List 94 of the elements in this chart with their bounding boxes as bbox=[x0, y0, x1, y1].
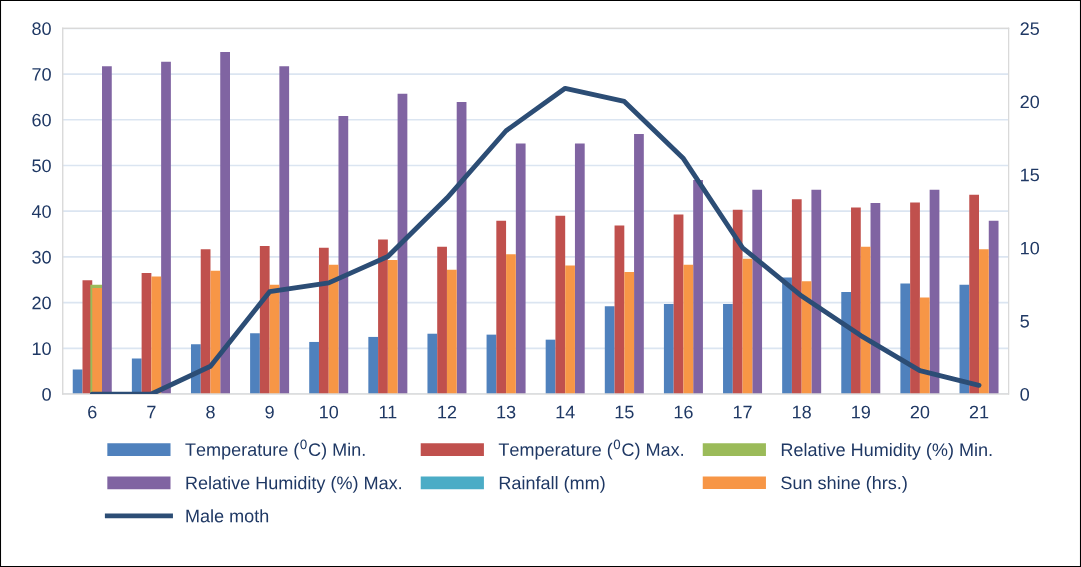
y-tick-label: 0 bbox=[42, 388, 51, 401]
bar bbox=[446, 269, 457, 395]
x-tick-label: 21 bbox=[969, 405, 989, 419]
bar bbox=[496, 220, 507, 395]
bar bbox=[387, 260, 398, 395]
bar bbox=[860, 246, 871, 395]
bar bbox=[397, 93, 408, 395]
bar bbox=[919, 297, 930, 395]
y-tick-label: 70 bbox=[32, 68, 51, 81]
x-tick-label: 9 bbox=[265, 405, 274, 419]
x-tick-label: 7 bbox=[147, 405, 156, 419]
y2-tick-label: 5 bbox=[1020, 315, 1029, 328]
bar bbox=[841, 292, 852, 395]
bar bbox=[427, 333, 438, 395]
bar bbox=[732, 209, 743, 395]
bar bbox=[318, 247, 329, 395]
bar bbox=[545, 339, 556, 395]
bar bbox=[979, 249, 989, 395]
bar bbox=[614, 225, 625, 395]
x-tick-label: 19 bbox=[852, 405, 870, 419]
bar bbox=[456, 101, 467, 395]
y-tick-label: 30 bbox=[32, 250, 51, 264]
y-tick-label: 10 bbox=[32, 342, 51, 356]
y-tick-label: 50 bbox=[32, 159, 51, 173]
x-tick-label: 15 bbox=[615, 405, 634, 419]
bar bbox=[791, 199, 802, 395]
x-tick-label: 6 bbox=[88, 405, 97, 419]
bar bbox=[161, 61, 171, 395]
bar bbox=[210, 270, 221, 395]
bar bbox=[309, 341, 319, 395]
bar bbox=[338, 116, 349, 395]
x-tick-label: 10 bbox=[320, 405, 339, 419]
legend-label: Temperature ($^{0}$C) Min. bbox=[185, 439, 365, 460]
bar bbox=[131, 358, 142, 395]
bar bbox=[574, 143, 585, 395]
bar bbox=[565, 265, 575, 395]
bar bbox=[259, 245, 270, 395]
bar bbox=[437, 246, 447, 395]
bar bbox=[141, 272, 152, 395]
bar bbox=[673, 214, 684, 395]
bar bbox=[515, 143, 526, 395]
bar bbox=[634, 133, 644, 395]
y2-tick-label: 20 bbox=[1020, 95, 1040, 109]
x-tick-label: 11 bbox=[379, 405, 397, 419]
bar bbox=[969, 194, 980, 395]
bar bbox=[92, 288, 103, 395]
bar bbox=[555, 215, 566, 395]
bar bbox=[752, 189, 763, 395]
bar bbox=[368, 336, 379, 395]
x-tick-label: 8 bbox=[206, 405, 215, 419]
bar bbox=[851, 207, 861, 395]
y2-tick-label: 15 bbox=[1021, 168, 1040, 182]
bar bbox=[693, 180, 703, 395]
y-tick-label: 80 bbox=[32, 22, 51, 36]
bar bbox=[900, 283, 911, 395]
bar bbox=[624, 272, 635, 395]
x-tick-label: 14 bbox=[556, 405, 575, 419]
bar bbox=[378, 239, 388, 395]
bar bbox=[72, 369, 83, 395]
bar bbox=[506, 254, 516, 395]
legend-label: Male moth bbox=[186, 509, 269, 523]
legend-label: Sun shine (hrs.) bbox=[781, 476, 907, 493]
x-tick-label: 20 bbox=[910, 405, 930, 419]
y2-tick-label: 10 bbox=[1021, 241, 1040, 255]
bar bbox=[683, 264, 694, 395]
x-tick-label: 12 bbox=[438, 405, 457, 419]
x-tick-label: 13 bbox=[497, 405, 516, 419]
bar bbox=[220, 52, 230, 395]
bar bbox=[811, 189, 822, 395]
bar bbox=[663, 304, 674, 395]
y-tick-label: 60 bbox=[32, 113, 51, 127]
bar bbox=[742, 258, 753, 395]
y-tick-label: 40 bbox=[31, 205, 51, 218]
x-tick-label: 18 bbox=[793, 405, 811, 419]
legend-label: Relative Humidity (%) Max. bbox=[186, 476, 402, 493]
bar bbox=[782, 277, 792, 395]
line-series bbox=[89, 85, 982, 395]
bar bbox=[102, 66, 112, 395]
legend-label: Temperature ($^{0}$C) Max. bbox=[498, 439, 684, 460]
bar bbox=[151, 276, 162, 395]
y2-tick-label: 25 bbox=[1020, 22, 1040, 36]
x-tick-label: 16 bbox=[674, 405, 693, 419]
bar bbox=[910, 202, 920, 395]
legend-label: Rainfall (mm) bbox=[499, 476, 605, 493]
x-tick-label: 17 bbox=[733, 405, 752, 419]
bar bbox=[486, 334, 497, 395]
legend-label: Relative Humidity (%) Min. bbox=[781, 442, 992, 460]
y-tick-label: 20 bbox=[32, 296, 51, 310]
bar bbox=[604, 306, 615, 395]
y2-tick-label: 0 bbox=[1020, 388, 1030, 401]
bar bbox=[279, 66, 290, 395]
bar bbox=[988, 220, 999, 395]
bar bbox=[250, 333, 260, 395]
bar bbox=[723, 304, 733, 395]
